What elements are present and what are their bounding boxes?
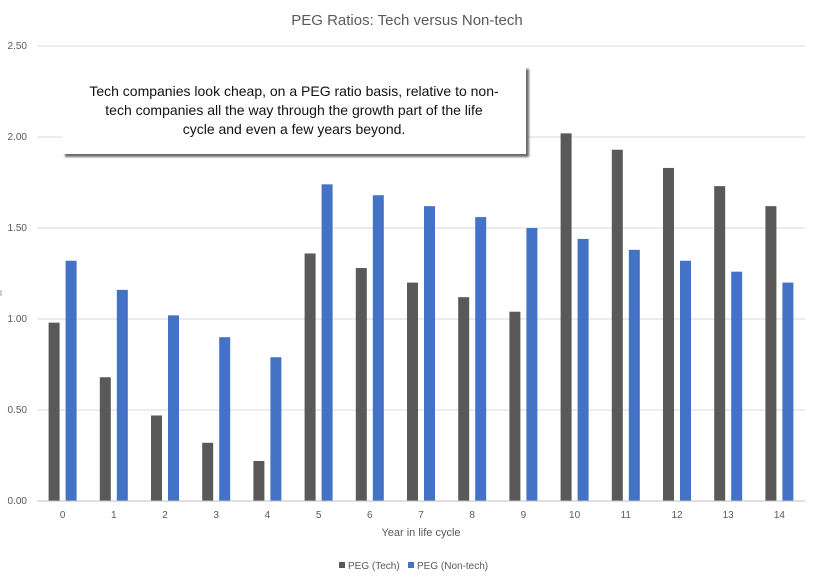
x-tick-label: 5: [316, 510, 322, 521]
legend-label: PEG (Tech): [348, 561, 400, 572]
legend-swatch: [408, 562, 414, 568]
y-axis-ticks: 0.00 0.50 1.00 1.50 2.00 2.50: [8, 41, 28, 507]
bar-tech: [765, 206, 777, 501]
x-tick-label: 4: [265, 510, 271, 521]
edge-mark: [0, 290, 2, 296]
x-tick-label: 3: [213, 510, 219, 521]
x-tick-label: 1: [111, 510, 117, 521]
x-tick-label: 8: [469, 510, 475, 521]
legend-swatch: [339, 562, 345, 568]
bar-non-tech: [680, 260, 691, 501]
bar-tech: [407, 282, 418, 501]
bar-non-tech: [321, 184, 333, 501]
bar-non-tech: [270, 357, 282, 501]
bars: [48, 133, 794, 502]
callout-annotation: Tech companies look cheap, on a PEG rati…: [62, 66, 526, 154]
bar-non-tech: [219, 337, 231, 501]
chart-title: PEG Ratios: Tech versus Non-tech: [291, 12, 523, 29]
legend-label: PEG (Non-tech): [417, 561, 488, 572]
bar-tech: [151, 415, 162, 501]
y-tick-label: 2.00: [8, 132, 28, 143]
bar-tech: [560, 133, 572, 502]
y-tick-label: 0.50: [8, 405, 28, 416]
x-axis-title: Year in life cycle: [381, 527, 460, 539]
x-tick-label: 10: [569, 510, 581, 521]
bar-non-tech: [116, 289, 128, 501]
bar-non-tech: [577, 238, 589, 502]
legend: PEG (Tech) PEG (Non-tech): [339, 561, 488, 572]
x-tick-label: 7: [418, 510, 424, 521]
bar-non-tech: [168, 315, 179, 501]
bar-non-tech: [424, 206, 435, 501]
bar-tech: [304, 253, 316, 501]
x-axis-ticks: 0 1 2 3 4 5 6 7 8 9 10 11 12 13 14: [60, 510, 786, 521]
bar-tech: [253, 460, 265, 501]
bar-tech: [202, 442, 214, 501]
bar-tech: [714, 186, 726, 501]
bar-tech: [509, 311, 521, 501]
y-tick-label: 0.00: [8, 496, 28, 507]
bar-non-tech: [526, 228, 538, 501]
y-tick-label: 2.50: [8, 41, 28, 52]
bar-tech: [663, 167, 674, 501]
bar-tech: [48, 322, 60, 501]
x-tick-label: 12: [671, 510, 683, 521]
bar-tech: [99, 377, 111, 501]
x-tick-label: 14: [774, 510, 786, 521]
x-tick-label: 11: [621, 510, 632, 521]
bar-non-tech: [731, 271, 743, 501]
bar-tech: [611, 149, 623, 502]
x-tick-label: 0: [60, 510, 66, 521]
y-tick-label: 1.50: [8, 223, 28, 234]
bar-non-tech: [782, 282, 794, 501]
x-tick-label: 6: [367, 510, 373, 521]
x-tick-label: 13: [723, 510, 735, 521]
bar-non-tech: [65, 260, 77, 501]
x-tick-label: 9: [521, 510, 527, 521]
bar-tech: [458, 297, 470, 501]
y-tick-label: 1.00: [8, 314, 28, 325]
x-tick-label: 2: [162, 510, 168, 521]
bar-tech: [355, 268, 367, 501]
bar-non-tech: [475, 217, 487, 501]
bar-non-tech: [628, 249, 640, 501]
bar-non-tech: [372, 195, 384, 502]
